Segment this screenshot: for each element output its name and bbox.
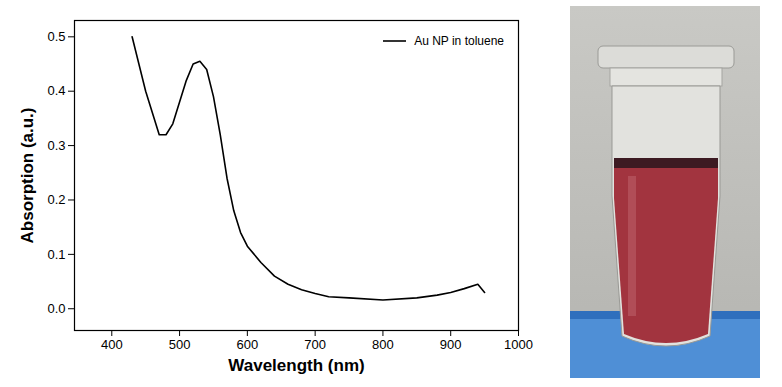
svg-text:0.0: 0.0 bbox=[47, 301, 65, 316]
svg-text:700: 700 bbox=[304, 337, 326, 352]
svg-text:0.3: 0.3 bbox=[47, 138, 65, 153]
svg-text:0.5: 0.5 bbox=[47, 29, 65, 44]
svg-text:600: 600 bbox=[237, 337, 259, 352]
html-text:Au NP in toluene: Au NP in toluene bbox=[414, 34, 504, 48]
svg-text:800: 800 bbox=[372, 337, 394, 352]
svg-text:Absorption (a.u.): Absorption (a.u.) bbox=[18, 108, 37, 244]
svg-text:Wavelength (nm): Wavelength (nm) bbox=[228, 356, 364, 375]
svg-text:400: 400 bbox=[101, 337, 123, 352]
svg-text:500: 500 bbox=[169, 337, 191, 352]
svg-text:0.4: 0.4 bbox=[47, 83, 65, 98]
svg-text:1000: 1000 bbox=[504, 337, 533, 352]
svg-text:0.1: 0.1 bbox=[47, 247, 65, 262]
svg-text:0.2: 0.2 bbox=[47, 192, 65, 207]
svg-text:900: 900 bbox=[440, 337, 462, 352]
